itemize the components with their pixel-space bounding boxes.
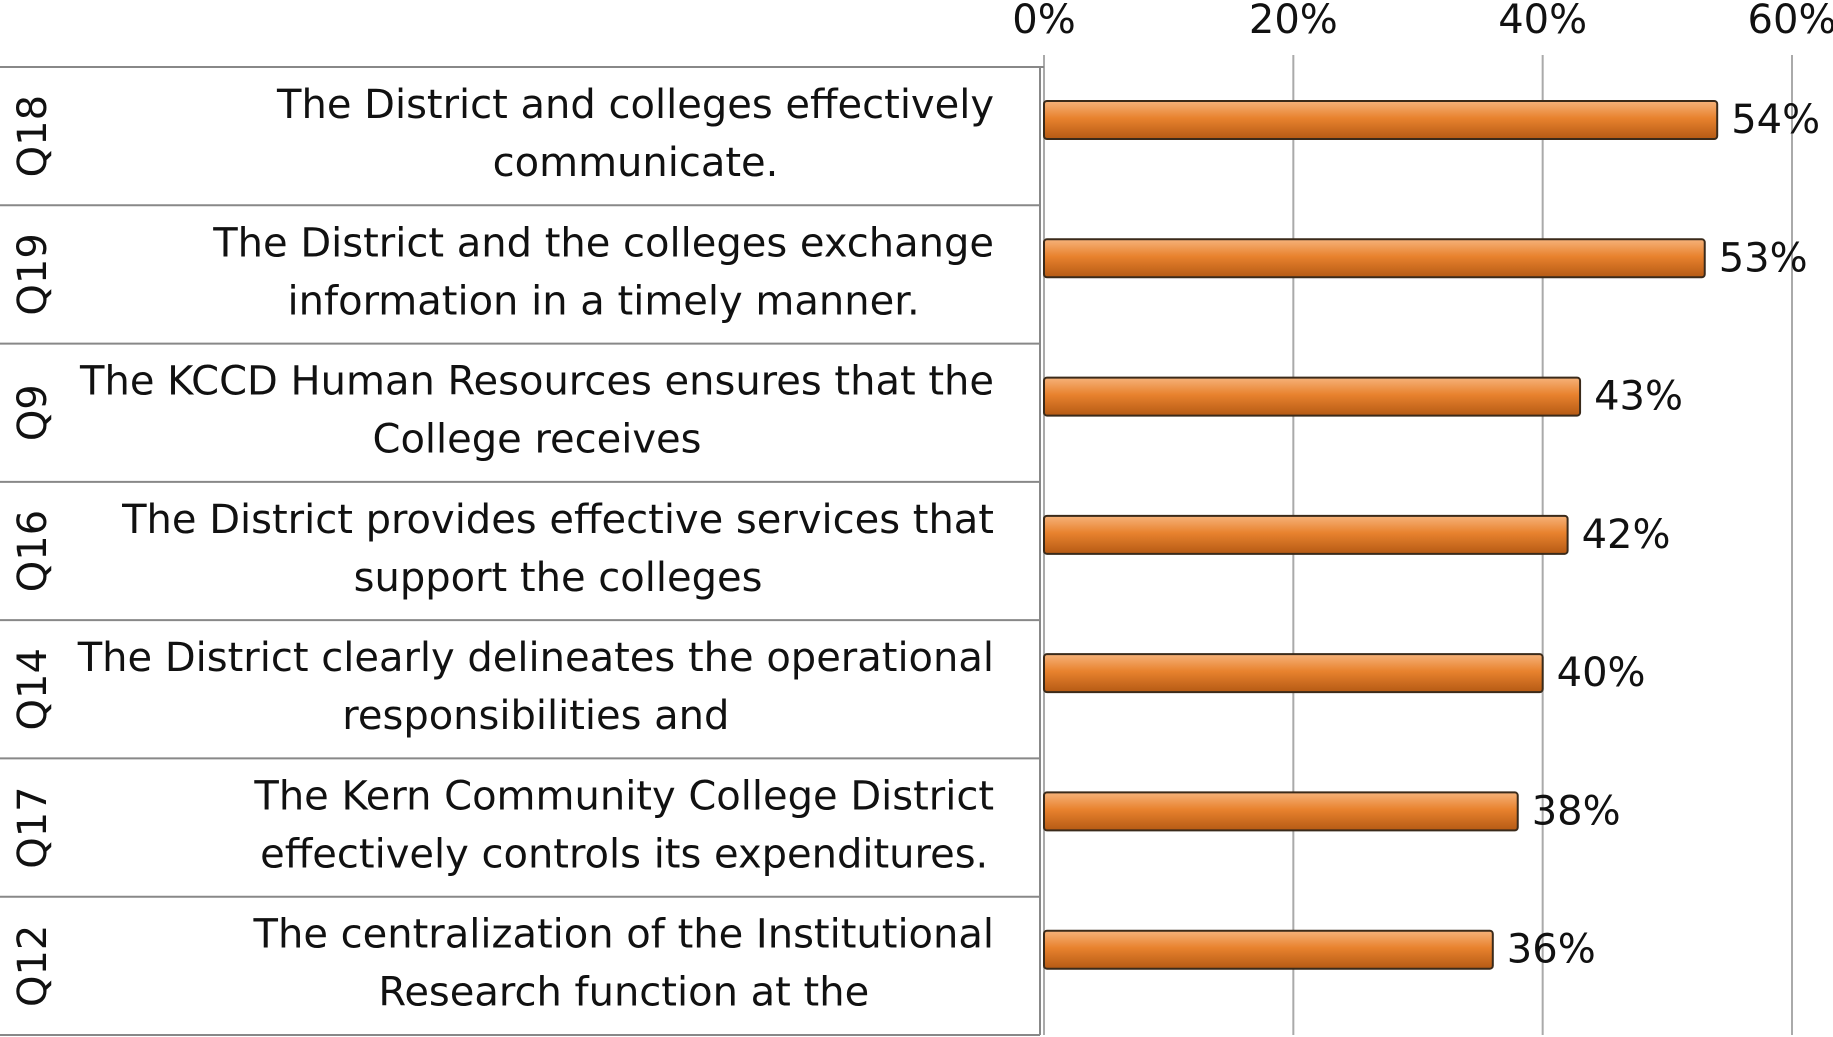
category-label: communicate. <box>493 140 779 186</box>
category-label: The Kern Community College District <box>253 773 994 819</box>
category-label: information in a timely manner. <box>288 278 920 324</box>
row-code: Q14 <box>10 648 56 730</box>
x-tick-label: 60% <box>1748 0 1833 43</box>
category-label: The KCCD Human Resources ensures that th… <box>79 359 994 405</box>
row-code: Q9 <box>10 384 56 441</box>
category-label: The centralization of the Institutional <box>253 912 994 958</box>
category-label: The District and the colleges exchange <box>212 220 994 266</box>
bar <box>1043 929 1494 970</box>
bar <box>1043 653 1544 694</box>
category-label: The District clearly delineates the oper… <box>77 635 994 681</box>
row-code: Q18 <box>10 95 56 177</box>
row-code: Q17 <box>10 786 56 868</box>
value-label: 40% <box>1557 650 1646 696</box>
category-label: effectively controls its expenditures. <box>260 831 988 877</box>
row-code: Q16 <box>10 510 56 592</box>
bar <box>1043 376 1582 417</box>
bar <box>1043 238 1706 279</box>
bar <box>1043 514 1569 555</box>
category-label: The District and colleges effectively <box>276 82 994 128</box>
category-label: support the colleges <box>354 555 763 601</box>
row-code: Q12 <box>10 925 56 1007</box>
value-label: 42% <box>1582 512 1671 558</box>
category-label: responsibilities and <box>342 693 729 739</box>
x-tick-label: 40% <box>1498 0 1587 43</box>
bar <box>1043 791 1519 832</box>
value-label: 53% <box>1719 235 1808 281</box>
value-label: 38% <box>1532 788 1621 834</box>
category-label: Research function at the <box>378 970 869 1016</box>
row-code: Q19 <box>10 233 56 315</box>
x-tick-label: 0% <box>1012 0 1075 43</box>
bar <box>1043 100 1719 140</box>
category-label: The District provides effective services… <box>121 497 994 543</box>
value-label: 43% <box>1594 374 1683 420</box>
value-label: 36% <box>1507 927 1596 973</box>
x-tick-label: 20% <box>1249 0 1338 43</box>
value-label: 54% <box>1731 97 1820 143</box>
category-label: College receives <box>373 417 702 463</box>
